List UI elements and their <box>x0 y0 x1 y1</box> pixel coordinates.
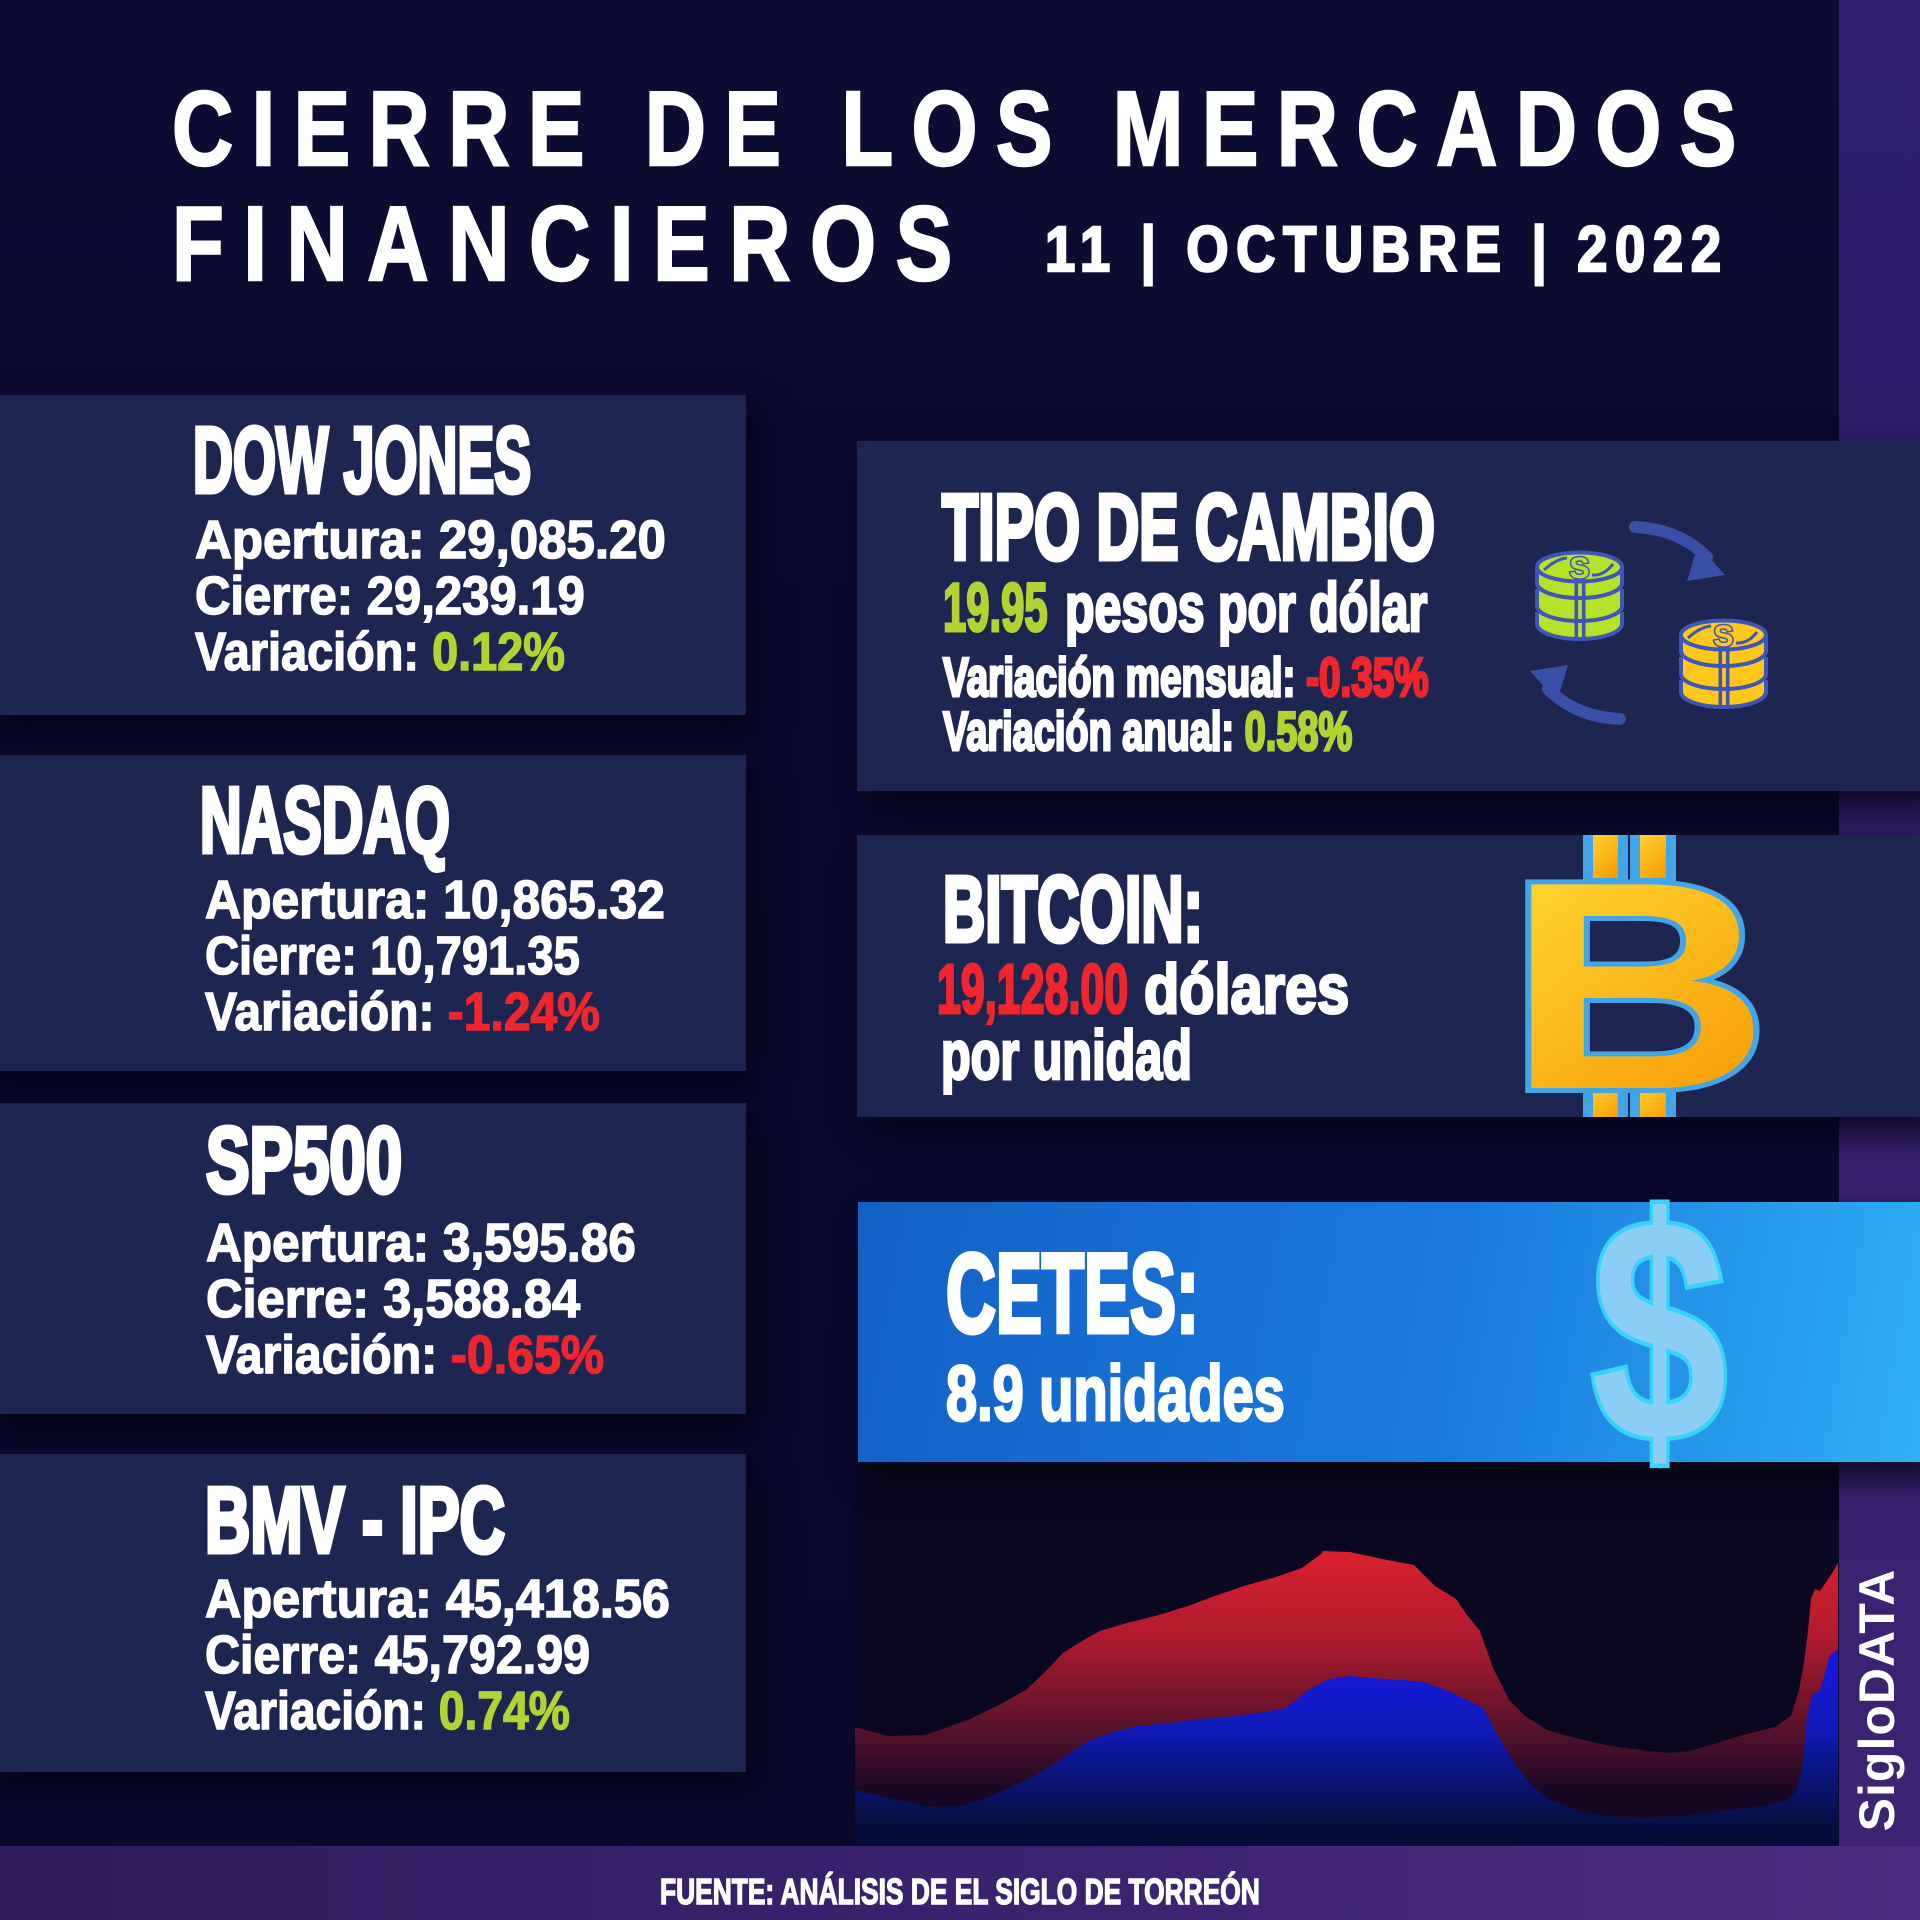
svg-text:$: $ <box>1591 1180 1727 1490</box>
svg-text:S: S <box>1569 552 1589 585</box>
svg-text:B: B <box>1520 835 1770 1117</box>
svg-text:S: S <box>1713 620 1733 653</box>
